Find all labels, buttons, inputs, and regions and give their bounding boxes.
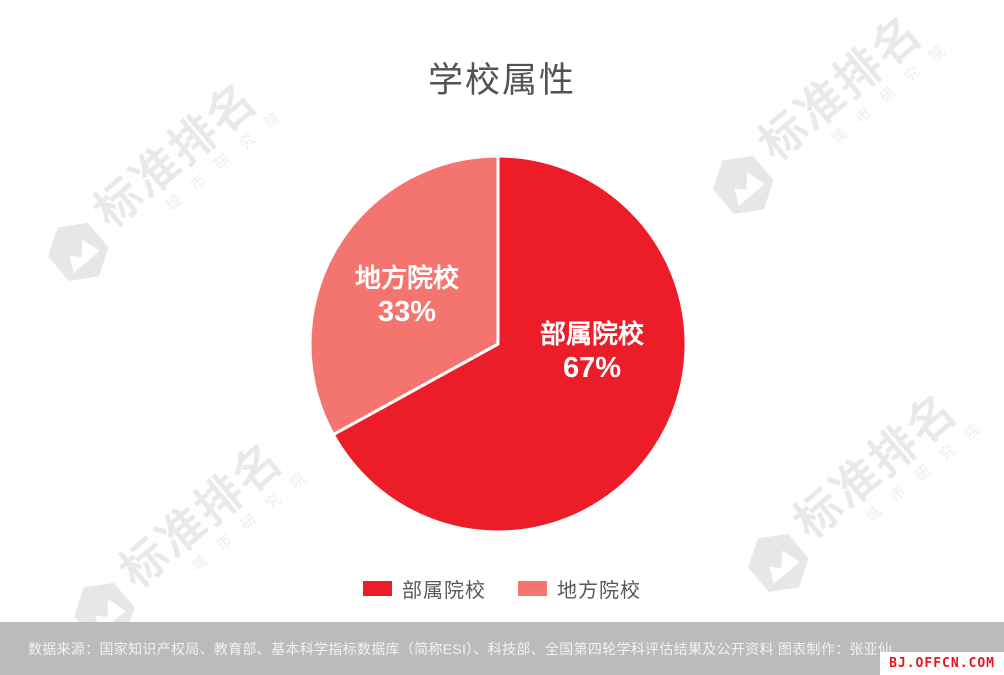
legend-swatch-local [518, 581, 547, 596]
footer-bar: 数据来源：国家知识产权局、教育部、基本科学指标数据库（简称ESI）、科技部、全国… [0, 622, 1004, 675]
slice-label-local-name: 地方院校 [354, 263, 459, 293]
chart-title: 学校属性 [427, 61, 576, 100]
legend-swatch-ministry [363, 581, 392, 596]
slice-label-local-percent: 33% [377, 296, 437, 328]
data-source-text: 数据来源：国家知识产权局、教育部、基本科学指标数据库（简称ESI）、科技部、全国… [28, 640, 893, 657]
legend-item-ministry: 部属院校 [363, 574, 486, 603]
slice-label-ministry-name: 部属院校 [539, 319, 644, 349]
pie-slice-ministry [331, 154, 688, 534]
slice-label-ministry: 部属院校 67% [507, 318, 677, 386]
slice-label-ministry-percent: 67% [562, 352, 622, 384]
legend-label-local: 地方院校 [557, 580, 641, 602]
legend-label-ministry: 部属院校 [402, 580, 486, 602]
slice-label-local: 地方院校 33% [322, 262, 492, 330]
legend: 部属院校 地方院校 [0, 574, 1004, 603]
pie-slice-local [308, 154, 500, 437]
offcn-brand-badge: BJ.OFFCN.COM [880, 652, 1004, 675]
legend-item-local: 地方院校 [518, 574, 641, 603]
